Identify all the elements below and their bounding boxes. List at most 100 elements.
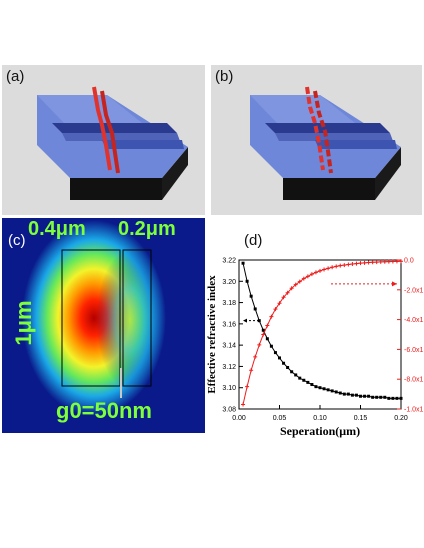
gap-label: g0=50nm bbox=[56, 398, 152, 423]
data-point-red bbox=[265, 323, 270, 328]
data-point-red bbox=[261, 332, 266, 337]
y2-tick-label: -6.0x1 bbox=[404, 347, 424, 354]
waveguide-width-left-label: 0.4μm bbox=[28, 218, 86, 240]
data-point-red bbox=[330, 265, 335, 270]
y-tick-label: 3.08 bbox=[222, 407, 236, 414]
data-point-red bbox=[281, 295, 286, 300]
data-point-red bbox=[326, 266, 331, 271]
data-point-red bbox=[370, 260, 375, 265]
data-point-black bbox=[245, 279, 249, 283]
data-point-red bbox=[305, 274, 310, 279]
data-point-red bbox=[374, 260, 379, 265]
data-point-black bbox=[290, 370, 294, 374]
data-point-red bbox=[313, 270, 318, 275]
y2-tick-label: -8.0x1 bbox=[404, 377, 424, 384]
data-point-red bbox=[399, 259, 403, 264]
data-point-black bbox=[350, 393, 354, 397]
data-point-black bbox=[334, 390, 338, 394]
data-point-red bbox=[241, 402, 246, 407]
panel-a-label: (a) bbox=[6, 68, 25, 85]
data-point-red bbox=[362, 260, 367, 265]
y-axis-label: Effective refractive index bbox=[206, 275, 218, 394]
panel-b-photo bbox=[211, 65, 422, 215]
data-point-red bbox=[245, 384, 250, 389]
data-point-black bbox=[269, 344, 273, 348]
data-point-red bbox=[297, 279, 302, 284]
data-point-black bbox=[273, 351, 277, 355]
data-point-black bbox=[322, 387, 326, 391]
data-point-red bbox=[386, 259, 391, 264]
panel-c-mode-field bbox=[2, 218, 205, 433]
y2-tick-label: 0.0 bbox=[404, 258, 414, 265]
data-point-black bbox=[318, 386, 322, 390]
data-point-red bbox=[334, 264, 339, 269]
series-line-red bbox=[242, 260, 402, 405]
data-point-black bbox=[326, 388, 330, 392]
x-axis-label: Seperation(μm) bbox=[280, 424, 360, 438]
data-point-black bbox=[302, 378, 306, 382]
data-point-black bbox=[359, 394, 362, 398]
y-tick-label: 3.14 bbox=[222, 343, 236, 350]
data-point-black bbox=[286, 365, 290, 369]
data-point-black bbox=[387, 396, 391, 400]
data-point-black bbox=[310, 383, 314, 387]
coupler-3d-render-b bbox=[250, 86, 401, 200]
data-point-black bbox=[399, 396, 403, 400]
data-point-red bbox=[394, 259, 399, 264]
panel-a-photo bbox=[2, 65, 205, 215]
panel-c-label: (c) bbox=[8, 232, 26, 249]
red-arrow-head bbox=[392, 281, 397, 287]
x-tick-label: 0.05 bbox=[273, 415, 287, 422]
data-point-red bbox=[322, 267, 327, 272]
data-point-black bbox=[253, 307, 257, 311]
data-point-black bbox=[338, 391, 342, 395]
data-point-red bbox=[382, 259, 387, 264]
y2-tick-label: -2.0x1 bbox=[404, 287, 424, 294]
data-point-red bbox=[301, 276, 306, 281]
data-point-red bbox=[318, 268, 322, 273]
data-point-black bbox=[294, 373, 298, 377]
data-point-black bbox=[383, 395, 387, 399]
data-point-red bbox=[293, 282, 298, 287]
y-tick-label: 3.16 bbox=[222, 321, 236, 328]
x-tick-label: 0.15 bbox=[354, 415, 368, 422]
data-point-red bbox=[285, 290, 290, 295]
data-point-red bbox=[350, 262, 355, 267]
data-point-black bbox=[395, 396, 399, 400]
data-point-black bbox=[375, 395, 379, 399]
data-point-red bbox=[249, 368, 254, 373]
data-point-red bbox=[257, 342, 262, 347]
black-arrow-head bbox=[243, 318, 247, 323]
data-point-red bbox=[390, 259, 395, 264]
data-point-black bbox=[282, 361, 286, 365]
data-point-red bbox=[366, 260, 371, 265]
data-point-black bbox=[367, 394, 371, 398]
data-point-black bbox=[257, 319, 261, 323]
coupler-3d-render-a bbox=[37, 86, 188, 200]
data-point-black bbox=[346, 392, 350, 396]
y2-tick-label: -4.0x1 bbox=[404, 317, 424, 324]
data-point-red bbox=[289, 286, 294, 291]
data-point-black bbox=[278, 356, 281, 360]
data-point-red bbox=[342, 263, 347, 268]
series-line-black bbox=[242, 263, 401, 399]
data-point-red bbox=[277, 301, 282, 306]
y-tick-label: 3.10 bbox=[222, 385, 236, 392]
x-tick-label: 0.10 bbox=[313, 415, 327, 422]
data-point-black bbox=[354, 393, 358, 397]
data-point-black bbox=[391, 396, 395, 400]
data-point-black bbox=[371, 395, 375, 399]
data-point-red bbox=[338, 263, 343, 268]
panel-b-label: (b) bbox=[215, 68, 234, 85]
data-point-red bbox=[346, 262, 351, 267]
data-point-red bbox=[253, 354, 258, 359]
y-tick-label: 3.12 bbox=[222, 364, 236, 371]
data-point-red bbox=[358, 261, 363, 266]
data-point-black bbox=[363, 394, 367, 398]
data-point-red bbox=[354, 261, 359, 266]
y-tick-label: 3.20 bbox=[222, 279, 236, 286]
data-point-black bbox=[379, 395, 383, 399]
data-point-black bbox=[241, 261, 245, 265]
y2-tick-label: -1.0x1 bbox=[404, 407, 424, 414]
